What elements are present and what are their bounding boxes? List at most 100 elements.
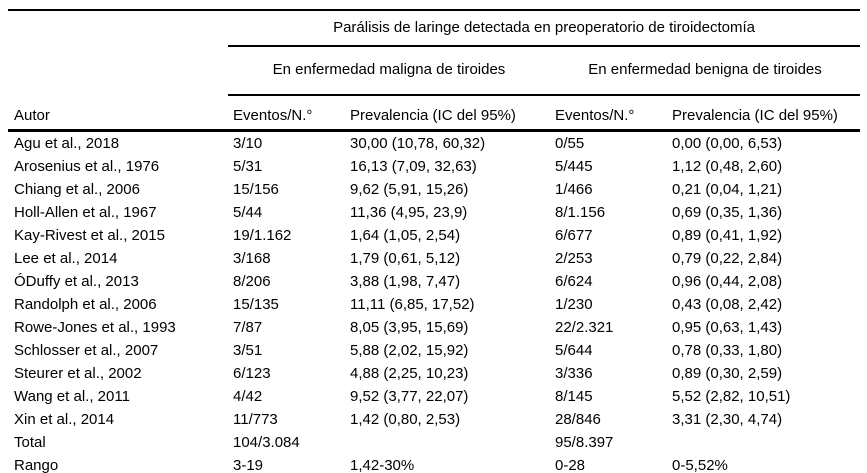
author-cell: Xin et al., 2014 <box>14 411 115 428</box>
author-cell: Rowe-Jones et al., 1993 <box>14 319 176 336</box>
events-benign-cell: 0-28 <box>555 457 586 473</box>
prevalence-benign-cell: 0,95 (0,63, 1,43) <box>672 319 783 336</box>
table-row: Kay-Rivest et al., 2015 19/1.162 1,64 (1,0… <box>8 224 860 247</box>
prevalence-malignant-cell: 11,11 (6,85, 17,52) <box>350 296 475 313</box>
prevalence-benign-cell: 0,89 (0,30, 2,59) <box>672 365 783 382</box>
author-cell: Holl-Allen et al., 1967 <box>14 204 157 221</box>
table-row: Schlosser et al., 2007 3/51 5,88 (2,02, 15… <box>8 339 860 362</box>
prevalence-malignant-cell: 1,42-30% <box>350 457 415 473</box>
table-row: Rango 3-19 1,42-30% 0-28 0-5,52% <box>8 454 860 473</box>
events-benign-cell: 8/1.156 <box>555 204 606 221</box>
table-row: Arosenius et al., 1976 5/31 16,13 (7,09, 3… <box>8 155 860 178</box>
group-header-row: En enfermedad maligna de tiroides En enf… <box>8 46 861 96</box>
events-malignant-cell: 3/51 <box>233 342 263 359</box>
table-row: Xin et al., 2014 11/773 1,42 (0,80, 2,53) 2… <box>8 408 860 431</box>
events-malignant-cell: 8/206 <box>233 273 271 290</box>
events-benign-cell: 0/55 <box>555 135 585 152</box>
prevalence-malignant-cell: 1,64 (1,05, 2,54) <box>350 227 461 244</box>
events-benign-cell: 2/253 <box>555 250 593 267</box>
events-malignant-cell: 5/31 <box>233 158 263 175</box>
prevalence-benign-cell: 0,89 (0,41, 1,92) <box>672 227 783 244</box>
table-row: ÓDuffy et al., 2013 8/206 3,88 (1,98, 7,47… <box>8 270 860 293</box>
prevalence-malignant-cell: 11,36 (4,95, 23,9) <box>350 204 468 221</box>
prevalence-benign-cell: 0,00 (0,00, 6,53) <box>672 135 783 152</box>
events-malignant-cell: 5/44 <box>233 204 263 221</box>
author-cell: Chiang et al., 2006 <box>14 181 140 198</box>
author-cell: Rango <box>14 457 59 473</box>
events-benign-cell: 5/445 <box>555 158 593 175</box>
prevalence-malignant-cell: 4,88 (2,25, 10,23) <box>350 365 469 382</box>
spanning-header-row: Parálisis de laringe detectada en preope… <box>8 10 861 47</box>
table-row: Holl-Allen et al., 1967 5/44 11,36 (4,95, … <box>8 201 860 224</box>
prevalence-malignant-cell <box>345 431 550 454</box>
prevalence-malignant-cell: 8,05 (3,95, 15,69) <box>350 319 469 336</box>
events-benign-cell: 6/624 <box>555 273 593 290</box>
author-cell: Arosenius et al., 1976 <box>14 158 160 175</box>
events-benign-cell: 1/230 <box>555 296 593 313</box>
events-benign-cell: 5/644 <box>555 342 593 359</box>
prevalence-benign-cell: 0,69 (0,35, 1,36) <box>672 204 783 221</box>
table-title: Parálisis de laringe detectada en preope… <box>228 10 861 47</box>
events-malignant-cell: 19/1.162 <box>233 227 292 244</box>
events-malignant-cell: 104/3.084 <box>233 434 300 451</box>
events-benign-cell: 1/466 <box>555 181 593 198</box>
prevalence-malignant-cell: 30,00 (10,78, 60,32) <box>350 135 486 152</box>
author-cell: Lee et al., 2014 <box>14 250 118 267</box>
prevalence-malignant-cell: 1,79 (0,61, 5,12) <box>350 250 461 267</box>
prevalence-malignant-cell: 9,52 (3,77, 22,07) <box>350 388 469 405</box>
events-malignant-cell: 3-19 <box>233 457 264 473</box>
table-row: Rowe-Jones et al., 1993 7/87 8,05 (3,95, 1… <box>8 316 860 339</box>
col-header-author: Autor <box>8 95 228 132</box>
prevalence-malignant-cell: 1,42 (0,80, 2,53) <box>350 411 461 428</box>
prevalence-benign-cell: 0,21 (0,04, 1,21) <box>672 181 783 198</box>
prevalence-malignant-cell: 16,13 (7,09, 32,63) <box>350 158 477 175</box>
prevalence-benign-cell: 0,96 (0,44, 2,08) <box>672 273 783 290</box>
table-body: Agu et al., 2018 3/10 30,00 (10,78, 60,32)… <box>8 131 860 473</box>
events-benign-cell: 22/2.321 <box>555 319 614 336</box>
col-header-prevalence-benign: Prevalencia (IC del 95%) <box>667 95 861 132</box>
table-row: Wang et al., 2011 4/42 9,52 (3,77, 22,07) 8… <box>8 385 860 408</box>
prevalence-benign-cell <box>667 431 860 454</box>
prevalence-malignant-cell: 9,62 (5,91, 15,26) <box>350 181 469 198</box>
header-stub-cell <box>8 10 228 46</box>
prevalence-benign-cell: 1,12 (0,48, 2,60) <box>672 158 783 175</box>
events-benign-cell: 6/677 <box>555 227 593 244</box>
author-cell: ÓDuffy et al., 2013 <box>14 273 139 290</box>
author-cell: Schlosser et al., 2007 <box>14 342 159 359</box>
prevalence-benign-cell: 0,43 (0,08, 2,42) <box>672 296 783 313</box>
table-row: Total 104/3.084 95/8.397 <box>8 431 860 454</box>
prevalence-table: Parálisis de laringe detectada en preope… <box>8 9 861 473</box>
group-header-malignant: En enfermedad maligna de tiroides <box>228 46 550 96</box>
events-malignant-cell: 3/168 <box>233 250 271 267</box>
author-cell: Steurer et al., 2002 <box>14 365 142 382</box>
prevalence-malignant-cell: 3,88 (1,98, 7,47) <box>350 273 461 290</box>
author-cell: Randolph et al., 2006 <box>14 296 157 313</box>
prevalence-malignant-cell: 5,88 (2,02, 15,92) <box>350 342 469 359</box>
table-row: Lee et al., 2014 3/168 1,79 (0,61, 5,12) 2/… <box>8 247 860 270</box>
column-header-row: Autor Eventos/N.° Prevalencia (IC del 95… <box>8 95 861 132</box>
group-header-benign: En enfermedad benigna de tiroides <box>550 46 861 96</box>
author-cell: Wang et al., 2011 <box>14 388 130 405</box>
author-cell: Kay-Rivest et al., 2015 <box>14 227 165 244</box>
col-header-events-malignant: Eventos/N.° <box>228 95 345 132</box>
prevalence-benign-cell: 0,78 (0,33, 1,80) <box>672 342 783 359</box>
prevalence-benign-cell: 0,79 (0,22, 2,84) <box>672 250 783 267</box>
events-malignant-cell: 7/87 <box>233 319 263 336</box>
events-malignant-cell: 6/123 <box>233 365 271 382</box>
author-cell: Total <box>14 434 46 451</box>
table-row: Agu et al., 2018 3/10 30,00 (10,78, 60,32)… <box>8 131 860 156</box>
author-cell: Agu et al., 2018 <box>14 135 120 152</box>
prevalence-benign-cell: 5,52 (2,82, 10,51) <box>672 388 791 405</box>
events-malignant-cell: 11/773 <box>233 411 278 428</box>
events-malignant-cell: 3/10 <box>233 135 263 152</box>
prevalence-benign-cell: 3,31 (2,30, 4,74) <box>672 411 783 428</box>
col-header-prevalence-malignant: Prevalencia (IC del 95%) <box>345 95 550 132</box>
events-malignant-cell: 4/42 <box>233 388 263 405</box>
table-row: Steurer et al., 2002 6/123 4,88 (2,25, 10,… <box>8 362 860 385</box>
prevalence-benign-cell: 0-5,52% <box>672 457 728 473</box>
events-malignant-cell: 15/156 <box>233 181 279 198</box>
table-row: Chiang et al., 2006 15/156 9,62 (5,91, 15,… <box>8 178 860 201</box>
header-stub-cell <box>8 46 228 95</box>
table-row: Randolph et al., 2006 15/135 11,11 (6,85, … <box>8 293 860 316</box>
